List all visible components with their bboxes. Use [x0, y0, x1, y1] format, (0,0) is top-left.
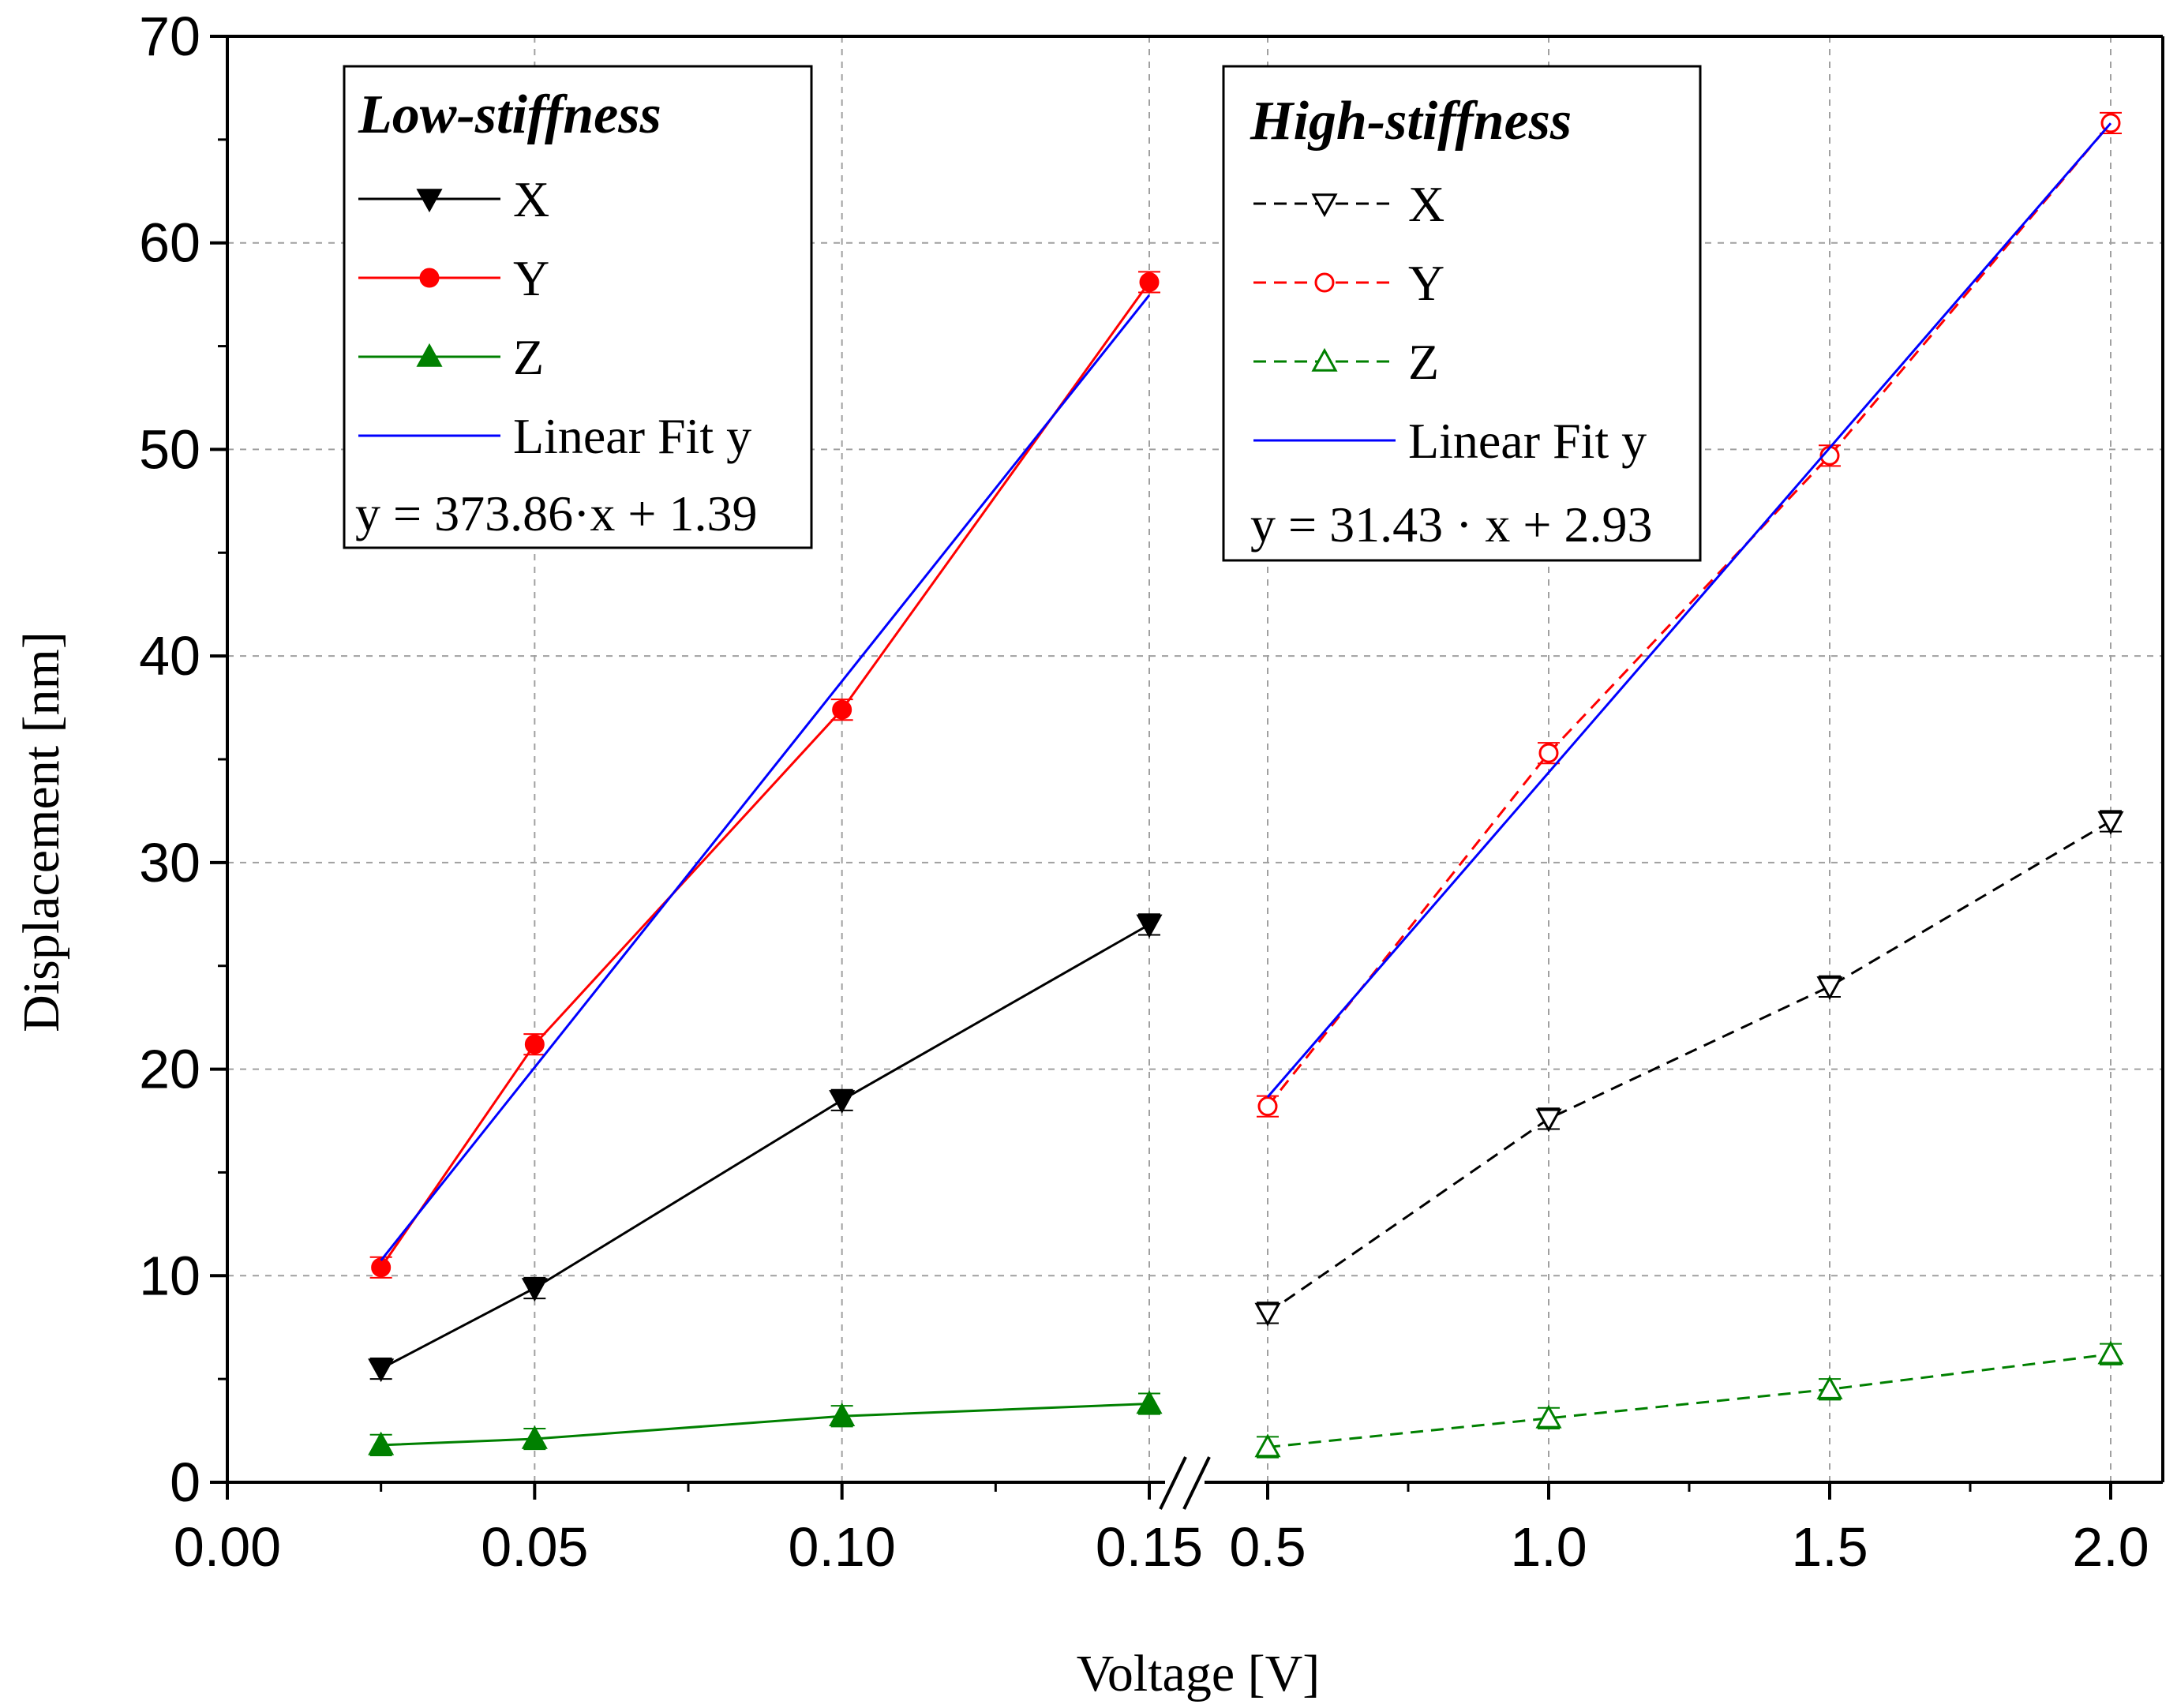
data-point-z	[1254, 1433, 1281, 1458]
data-point-x	[829, 1090, 856, 1114]
y-tick-label: 0	[170, 1451, 200, 1513]
series-line-low-stiffness-x	[380, 923, 1150, 1370]
data-point-y	[524, 1034, 545, 1054]
data-point-z	[1816, 1376, 1843, 1399]
data-point-y	[1538, 743, 1559, 763]
y-axis-title: Displacement [nm]	[13, 631, 70, 1032]
legend-label: Z	[1408, 334, 1439, 390]
data-point-z	[829, 1403, 856, 1426]
data-point-x	[1535, 1108, 1562, 1133]
data-point-x	[368, 1358, 395, 1383]
y-tick-label: 70	[139, 6, 200, 67]
data-point-z	[2097, 1340, 2124, 1365]
legend-marker	[419, 268, 440, 288]
legend-label: X	[1408, 176, 1444, 232]
data-point-x	[1816, 976, 1843, 1000]
data-point-y	[832, 699, 852, 720]
legend-marker	[416, 189, 443, 213]
data-point-y	[1257, 1096, 1278, 1117]
legend-low-items: XYZ Linear Fit y	[358, 171, 751, 464]
legend-marker	[1311, 347, 1338, 372]
x-tick-label: 0.10	[789, 1516, 896, 1578]
fit-line-1	[1266, 122, 2112, 1098]
series-line-high-stiffness-x	[1267, 820, 2111, 1314]
data-point-z	[1535, 1404, 1562, 1429]
data-point-y	[1139, 272, 1160, 292]
y-tick-label: 40	[139, 625, 200, 687]
x-tick-label: 1.0	[1510, 1516, 1587, 1578]
x-tick-label: 0.00	[174, 1516, 281, 1578]
legend-marker	[1314, 272, 1335, 293]
legend-high-stiffness-title: High-stiffness	[1250, 91, 1572, 152]
x-tick-label: 1.5	[1791, 1516, 1868, 1578]
data-point-y	[371, 1257, 392, 1278]
x-tick-label: 0.05	[481, 1516, 588, 1578]
y-tick-label: 30	[139, 832, 200, 893]
axis-break-mark	[1159, 1456, 1187, 1510]
data-point-z	[521, 1425, 548, 1449]
legend-label: X	[513, 171, 549, 227]
axis-break-mark	[1182, 1456, 1211, 1510]
y-tick-label: 50	[139, 418, 200, 480]
x-tick-label: 0.5	[1229, 1516, 1306, 1578]
legend-low-stiffness: Low-stiffness XYZ Linear Fit y y = 373.86…	[343, 65, 813, 549]
data-point-x	[1254, 1302, 1281, 1327]
legend-marker	[416, 343, 443, 367]
legend-marker	[1311, 193, 1338, 218]
y-tick-label: 20	[139, 1039, 200, 1100]
legend-label: Y	[1408, 255, 1444, 311]
legend-high-stiffness: High-stiffness XYZ Linear Fit y y = 31.43…	[1222, 65, 1702, 562]
legend-high-stiffness-equation: y = 31.43 · x + 2.93	[1250, 496, 1653, 552]
legend-low-stiffness-title: Low-stiffness	[358, 84, 661, 145]
fit-line-0	[380, 294, 1151, 1261]
legend-low-stiffness-equation: y = 373.86·x + 1.39	[355, 485, 758, 541]
x-tick-label: 0.15	[1096, 1516, 1203, 1578]
data-point-z	[1136, 1390, 1163, 1414]
x-tick-label: 2.0	[2072, 1516, 2149, 1578]
y-tick-label: 10	[139, 1245, 200, 1306]
data-point-x	[1136, 914, 1163, 938]
legend-label: Z	[513, 329, 544, 385]
legend-label: Linear Fit y	[513, 408, 751, 464]
legend-low-stiffness-box	[343, 65, 813, 549]
series-line-low-stiffness-z	[380, 1403, 1150, 1447]
series-layer	[368, 111, 2124, 1459]
series-line-low-stiffness-y	[380, 281, 1151, 1268]
x-axis-title: Voltage [V]	[1077, 1645, 1321, 1702]
y-tick-label: 60	[139, 212, 200, 274]
legend-high-stiffness-box	[1222, 65, 1702, 562]
data-point-z	[368, 1431, 395, 1455]
series-line-high-stiffness-y	[1266, 122, 2112, 1107]
frame-layer	[226, 35, 2164, 1510]
legend-label: Y	[513, 250, 549, 306]
legend-high-items: XYZ Linear Fit y	[1253, 176, 1647, 469]
series-line-high-stiffness-z	[1267, 1353, 2111, 1449]
data-point-x	[521, 1278, 548, 1302]
data-point-x	[2097, 811, 2124, 835]
legend-label: Linear Fit y	[1408, 413, 1647, 469]
axis-layer: 0 10 20 30 40 50 60 70 0.00 0.05 0.10 0.15 0.5 1.0 1.5…	[139, 6, 2149, 1578]
